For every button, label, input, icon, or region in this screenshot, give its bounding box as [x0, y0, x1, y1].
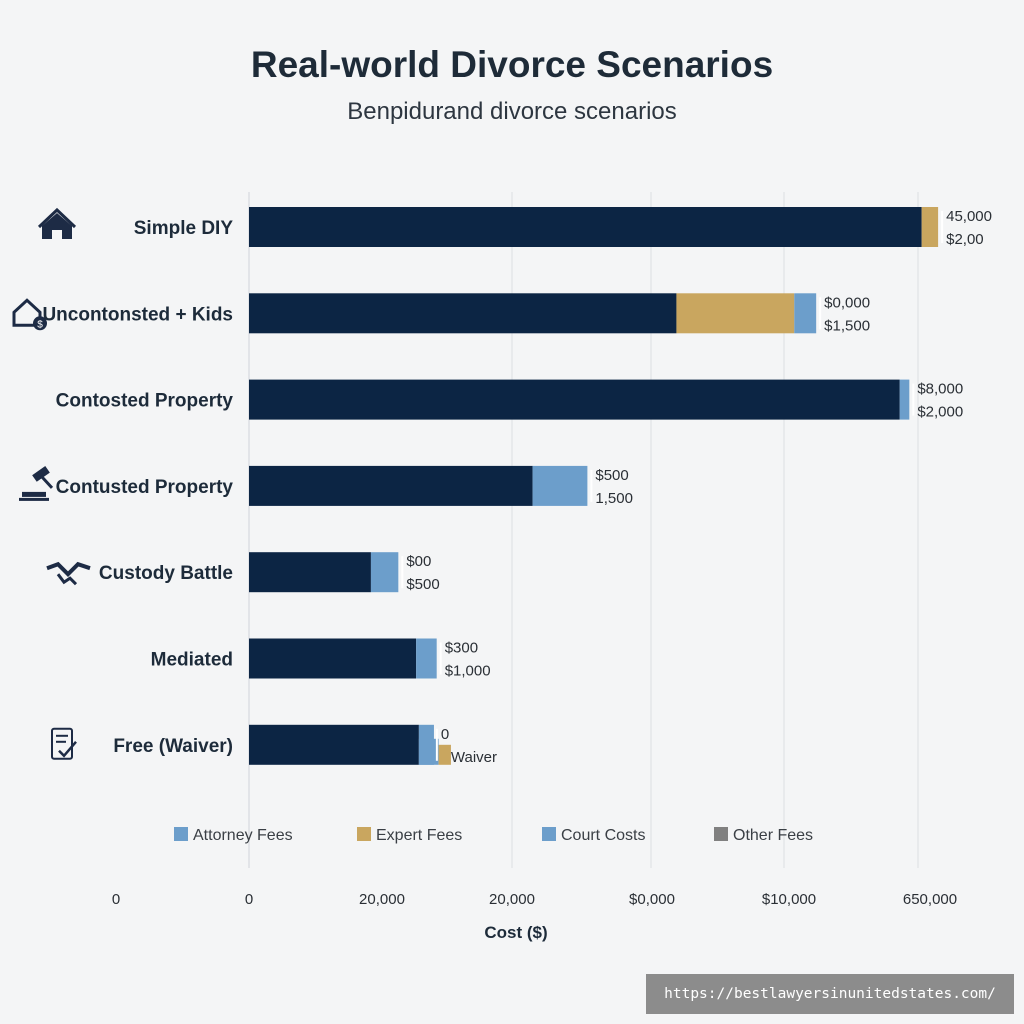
- bar-court-extra: [418, 738, 439, 765]
- value-label-bottom: $1,000: [445, 663, 491, 680]
- legend-swatch: [714, 827, 728, 841]
- bar-court-mediated: [416, 638, 437, 679]
- category-label-simple-diy: Simple DIY: [134, 218, 234, 239]
- value-label-bottom: 1,500: [595, 490, 633, 507]
- bar-court-contusted-property: [532, 465, 588, 506]
- bar-court-contosted-property: [899, 379, 910, 420]
- legend-swatch: [542, 827, 556, 841]
- legend-item-expert-fees: Expert Fees: [357, 827, 462, 844]
- bar-attorney-mediated: [249, 638, 417, 679]
- x-axis-ticks: 0 0 20,000 20,000 $0,000 $10,000 650,000: [112, 891, 957, 908]
- legend-label: Other Fees: [733, 827, 813, 844]
- value-labels: 45,000 $2,00 $0,000 $1,500 $8,000 $2,000 $500 1…: [401, 208, 992, 766]
- legend-swatch: [174, 827, 188, 841]
- x-tick-label: 650,000: [903, 891, 957, 908]
- bar-expert-extra: [438, 744, 451, 765]
- x-tick-label: $0,000: [629, 891, 675, 908]
- watermark-url: https://bestlawyersinunitedstates.com/: [646, 974, 1014, 1014]
- category-label-contusted-property: Contusted Property: [56, 477, 234, 498]
- bar-group: [249, 207, 939, 765]
- checklist-icon: [51, 727, 77, 760]
- category-icons: $: [12, 207, 91, 760]
- value-label-bottom: $1,500: [824, 317, 870, 334]
- value-label-top: $8,000: [917, 381, 963, 398]
- bar-court-custody-battle: [370, 552, 399, 593]
- bar-attorney-simple-diy: [249, 207, 922, 247]
- legend-label: Court Costs: [561, 827, 645, 844]
- legend-label: Expert Fees: [376, 827, 462, 844]
- svg-text:$: $: [37, 319, 43, 330]
- value-label-top: $0,000: [824, 294, 870, 311]
- legend-label: Attorney Fees: [193, 827, 293, 844]
- x-tick-label: 0: [112, 891, 120, 908]
- legend-item-attorney-fees: Attorney Fees: [174, 827, 293, 844]
- x-tick-label: 20,000: [359, 891, 405, 908]
- gavel-icon: [19, 466, 54, 501]
- value-label-top: 45,000: [946, 208, 992, 225]
- bar-attorney-contusted-property: [249, 465, 533, 506]
- bar-attorney-custody-battle: [249, 552, 371, 593]
- value-label-bottom: $500: [406, 576, 439, 593]
- value-label-bottom: $2,000: [917, 404, 963, 421]
- x-tick-label: 0: [245, 891, 253, 908]
- value-label-top: $300: [445, 640, 478, 657]
- legend-item-other-fees: Other Fees: [714, 827, 813, 844]
- x-tick-label: $10,000: [762, 891, 816, 908]
- legend-item-court-costs: Court Costs: [542, 827, 645, 844]
- bar-expert-simple-diy: [921, 207, 939, 247]
- category-labels: Simple DIY Uncontonsted + Kids Contosted P…: [42, 218, 233, 757]
- category-label-contosted-property: Contosted Property: [56, 391, 234, 412]
- category-label-custody-battle: Custody Battle: [99, 563, 233, 584]
- category-label-free-waiver: Free (Waiver): [113, 736, 233, 757]
- legend-swatch: [357, 827, 371, 841]
- bar-attorney-free-waiver: [249, 724, 419, 765]
- chart-subtitle: Benpidurand divorce scenarios: [347, 98, 677, 125]
- category-label-uncontonsted-kids: Uncontonsted + Kids: [42, 304, 233, 325]
- value-label-top: 0: [441, 726, 449, 743]
- legend: Attorney Fees Expert Fees Court Costs Other…: [174, 827, 813, 844]
- category-label-mediated: Mediated: [151, 650, 233, 671]
- handshake-icon: [46, 561, 91, 586]
- value-label-bottom: Waiver: [451, 749, 497, 766]
- bar-court-uncontonsted-kids: [794, 293, 817, 334]
- bar-attorney-uncontonsted-kids: [249, 293, 677, 334]
- x-tick-label: 20,000: [489, 891, 535, 908]
- house-icon: [37, 207, 77, 239]
- value-label-top: $00: [406, 553, 431, 570]
- value-label-bottom: $2,00: [946, 231, 984, 248]
- chart-title: Real-world Divorce Scenarios: [250, 44, 774, 85]
- bar-attorney-contosted-property: [249, 379, 900, 420]
- house-dollar-icon: $: [12, 298, 47, 331]
- value-label-top: $500: [595, 467, 628, 484]
- x-axis-title: Cost ($): [484, 923, 547, 942]
- bar-expert-uncontonsted-kids: [676, 293, 795, 334]
